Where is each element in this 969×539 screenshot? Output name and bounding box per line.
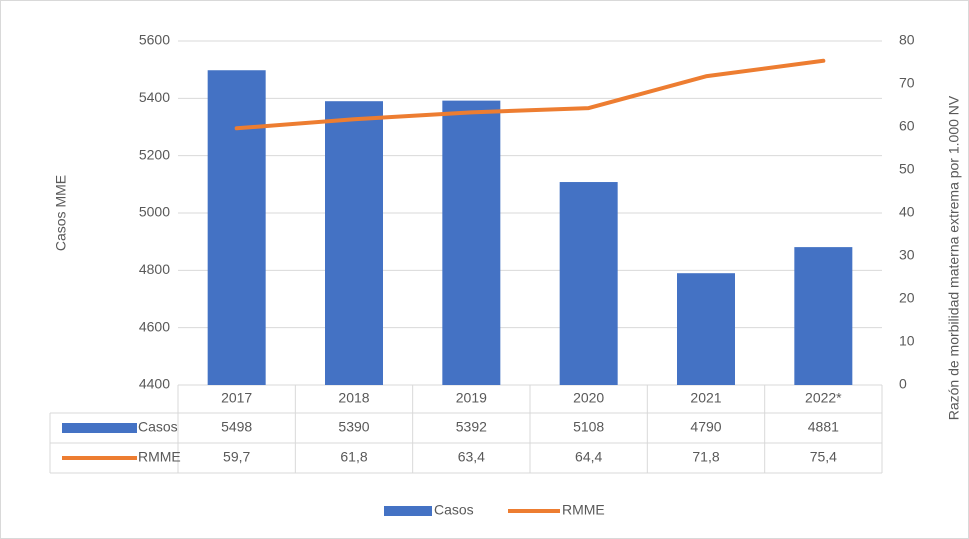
table-cell: 75,4	[810, 449, 837, 465]
y2-axis-title: Razón de morbilidad materna extrema por …	[946, 95, 962, 420]
y-tick-label: 4800	[139, 261, 170, 277]
table-cell: 5392	[456, 419, 487, 435]
x-tick-label: 2021	[690, 390, 721, 406]
table-cell: 5108	[573, 419, 604, 435]
bar	[559, 182, 618, 385]
legend-label: Casos	[434, 502, 474, 518]
legend-key	[62, 423, 137, 433]
table-cell: 61,8	[340, 449, 367, 465]
legend-label: RMME	[562, 502, 605, 518]
table-cell: 71,8	[692, 449, 719, 465]
y-tick-label: 5200	[139, 146, 170, 162]
y-axis-title: Casos MME	[53, 175, 69, 251]
bar	[442, 100, 501, 386]
y2-tick-label: 30	[899, 247, 915, 263]
line	[234, 58, 826, 131]
x-tick-label: 2017	[221, 390, 252, 406]
y2-tick-label: 40	[899, 204, 915, 220]
table-cell: 5390	[338, 419, 369, 435]
table-cell: 4881	[808, 419, 839, 435]
x-tick-label: 2018	[338, 390, 369, 406]
y2-tick-label: 70	[899, 75, 915, 91]
table-row-label: Casos	[138, 419, 178, 435]
y-tick-label: 5400	[139, 89, 170, 105]
table-cell: 63,4	[458, 449, 485, 465]
table-cell: 59,7	[223, 449, 250, 465]
x-tick-label: 2019	[456, 390, 487, 406]
y-tick-label: 4600	[139, 318, 170, 334]
y2-tick-label: 60	[899, 118, 915, 134]
y2-tick-label: 20	[899, 290, 915, 306]
y2-tick-label: 0	[899, 376, 907, 392]
bar	[207, 70, 266, 386]
y-tick-label: 5600	[139, 32, 170, 48]
y-tick-label: 4400	[139, 376, 170, 392]
x-tick-label: 2020	[573, 390, 604, 406]
table-row-label: RMME	[138, 449, 181, 465]
table-cell: 4790	[690, 419, 721, 435]
x-tick-label: 2022*	[805, 390, 842, 406]
table-cell: 64,4	[575, 449, 602, 465]
bar	[794, 247, 853, 385]
legend-key	[384, 506, 432, 516]
y2-tick-label: 10	[899, 333, 915, 349]
table-cell: 5498	[221, 419, 252, 435]
y2-tick-label: 80	[899, 32, 915, 48]
bar	[325, 101, 383, 385]
y2-tick-label: 50	[899, 161, 915, 177]
bar	[677, 273, 735, 385]
y-tick-label: 5000	[139, 204, 170, 220]
